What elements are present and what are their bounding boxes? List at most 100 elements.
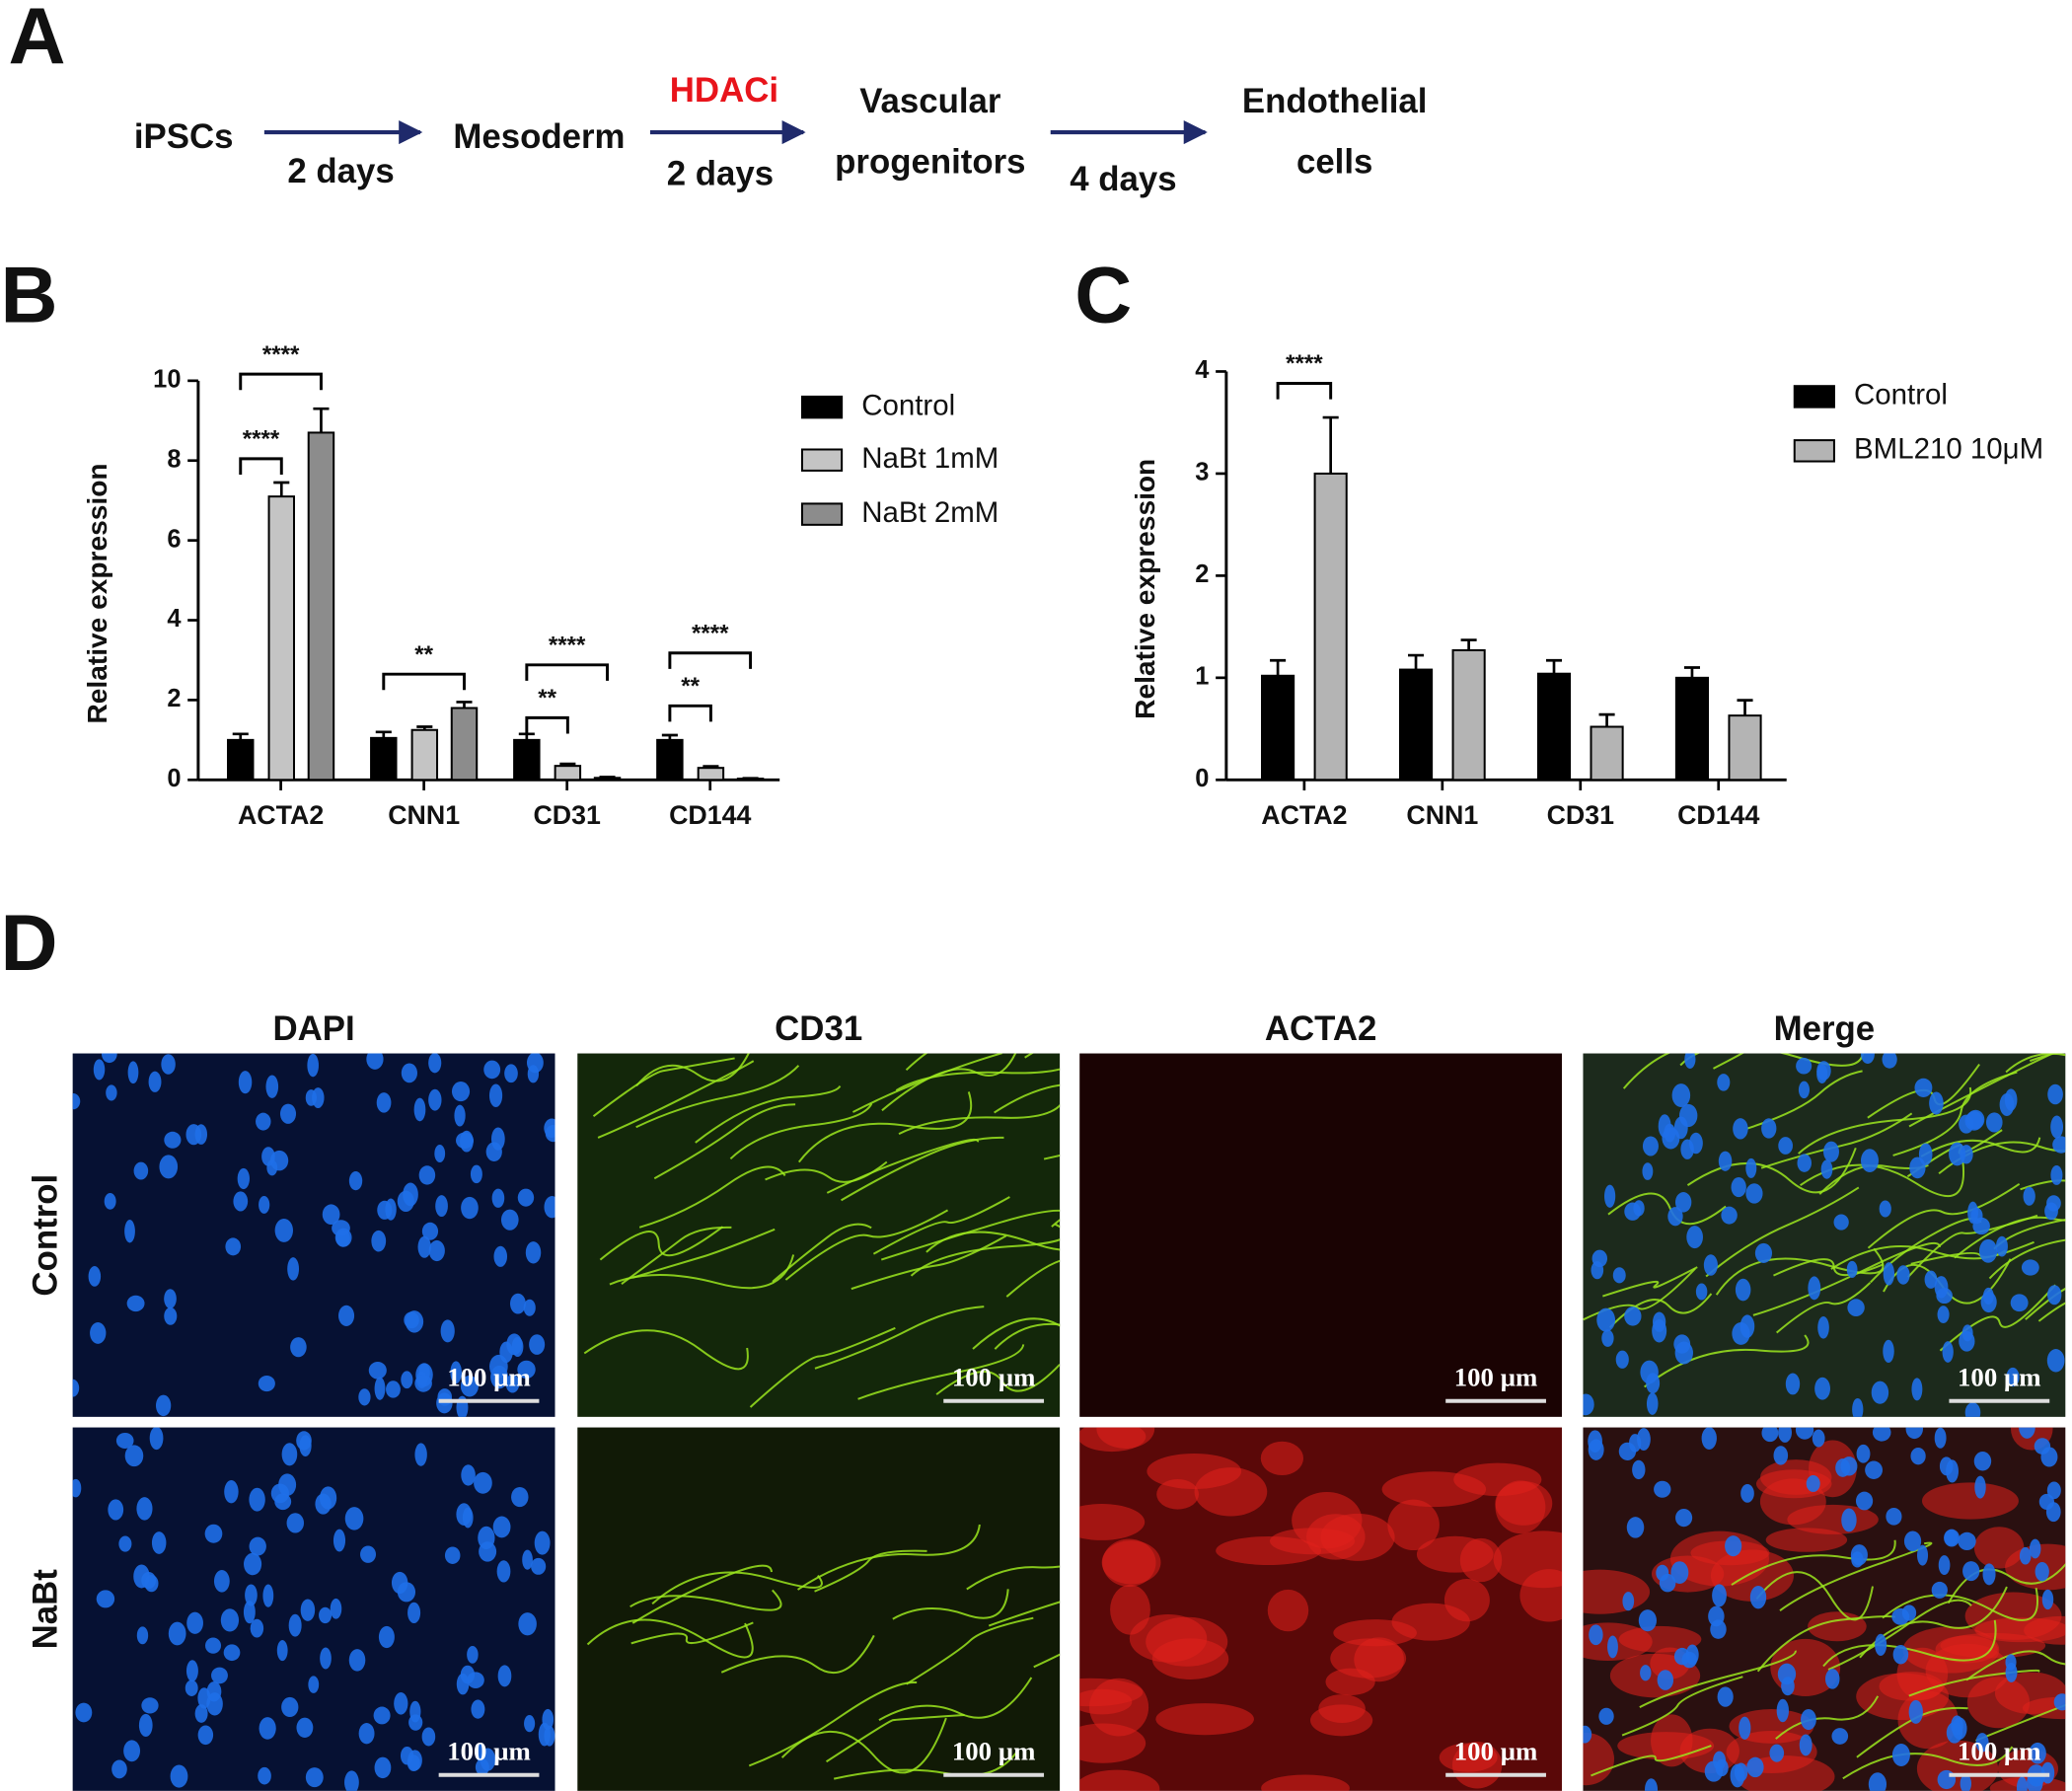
junction-stain [1715, 1247, 1885, 1296]
nucleus [1964, 1402, 1981, 1417]
nucleus [2029, 1742, 2046, 1764]
nucleus [2026, 1772, 2043, 1791]
junction-stain [1993, 1219, 2066, 1250]
nucleus [509, 1293, 526, 1314]
nucleus [1795, 1427, 1814, 1440]
nucleus [1657, 1670, 1674, 1690]
nucleus [170, 1764, 188, 1788]
nucleus [1903, 1530, 1922, 1552]
junction-stain [651, 1571, 823, 1605]
nucleus [141, 1697, 159, 1714]
nucleus [2005, 1654, 2017, 1671]
y-tick-label: 1 [1195, 663, 1209, 691]
nucleus [1745, 1183, 1763, 1204]
nucleus [1924, 1270, 1938, 1289]
nucleus [1861, 1053, 1875, 1064]
nucleus [1944, 1529, 1961, 1547]
nucleus [1896, 1265, 1910, 1285]
column-title: ACTA2 [1265, 1009, 1376, 1048]
junction-stain [872, 1196, 1010, 1255]
nucleus [348, 1649, 366, 1672]
junction-stain [1882, 1587, 2038, 1621]
nucleus [414, 1443, 427, 1466]
junction-stain [1908, 1669, 2040, 1697]
junction-stain [720, 1634, 875, 1675]
actin-cell [1156, 1479, 1200, 1510]
x-tick-label: CD31 [1547, 800, 1615, 830]
nucleus [108, 1499, 124, 1521]
nucleus [1797, 1154, 1813, 1172]
junction-stain [2037, 1302, 2066, 1322]
nucleus [348, 1171, 363, 1191]
nucleus [300, 1599, 316, 1621]
nucleus [2034, 1438, 2051, 1455]
nucleus [523, 1299, 536, 1316]
nucleus [124, 1220, 135, 1243]
nucleus [360, 1545, 377, 1563]
nucleus [276, 1640, 288, 1662]
nucleus [474, 1471, 492, 1494]
nucleus [1936, 1287, 1953, 1305]
nucleus [1615, 1350, 1629, 1369]
nucleus [1678, 1103, 1698, 1128]
junction-stain [1827, 1599, 1972, 1671]
junction-stain [1607, 1192, 1727, 1226]
nucleus [1806, 1474, 1820, 1492]
y-axis-label: Relative expression [82, 463, 112, 723]
x-tick-label: ACTA2 [238, 800, 324, 830]
nucleus [496, 1560, 511, 1583]
nucleus [378, 1625, 395, 1649]
nucleus [1778, 1137, 1793, 1155]
bar [227, 738, 255, 782]
micrograph: 100 µm [72, 1053, 555, 1417]
nucleus [1814, 1377, 1830, 1400]
nucleus [1695, 1283, 1708, 1301]
nucleus [90, 1322, 107, 1344]
bar [554, 765, 582, 782]
significance-bracket [239, 372, 323, 391]
junction-stain [609, 1254, 795, 1290]
nucleus [1833, 1214, 1849, 1231]
nucleus [72, 1092, 81, 1110]
significance-label: ** [538, 685, 556, 711]
nucleus [1958, 1531, 1976, 1551]
nucleus [1908, 1699, 1923, 1724]
nucleus [185, 1679, 198, 1696]
protocol-step: Endothelial [1242, 82, 1428, 120]
nucleus [1872, 1427, 1891, 1442]
junction-stain [1033, 1653, 1061, 1669]
junction-stain [592, 1057, 735, 1117]
panel-letter: C [1074, 252, 1132, 340]
nucleus [440, 1319, 455, 1343]
junction-stain [1800, 1149, 1965, 1198]
bar [1674, 676, 1710, 782]
junction-stain [695, 1084, 842, 1144]
nucleus [534, 1530, 551, 1555]
nucleus [1824, 1669, 1840, 1689]
nucleus [1951, 1715, 1963, 1736]
nucleus [1659, 1573, 1676, 1593]
y-tick-label: 4 [1195, 356, 1210, 384]
nucleus [287, 1257, 300, 1281]
scale-bar-label: 100 µm [1454, 1737, 1538, 1766]
nucleus [72, 1379, 80, 1397]
nucleus [1851, 1551, 1864, 1568]
nucleus [461, 1196, 479, 1220]
nucleus [366, 1053, 384, 1070]
junction-stain [1907, 1214, 2038, 1278]
nucleus [1624, 1306, 1642, 1326]
nucleus [2046, 1285, 2062, 1306]
nucleus [407, 1754, 420, 1772]
nucleus [428, 1053, 442, 1074]
nucleus [1901, 1604, 1917, 1621]
protocol-step: Mesoderm [453, 117, 625, 156]
nucleus [197, 1687, 211, 1709]
nucleus [286, 1513, 305, 1533]
nucleus [1801, 1708, 1816, 1731]
nucleus [471, 1699, 485, 1719]
junction-stain [1591, 1745, 1712, 1777]
duration-label: 4 days [1070, 160, 1176, 198]
y-tick-label: 8 [167, 445, 181, 473]
nucleus [1841, 1508, 1857, 1532]
nucleus [1725, 1535, 1742, 1557]
